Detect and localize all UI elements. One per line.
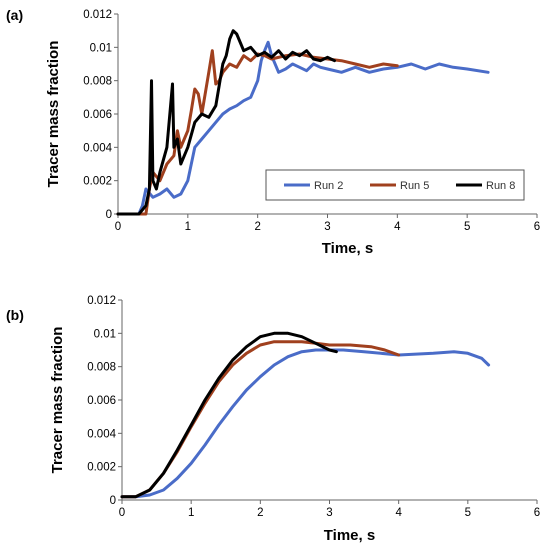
y-tick-label: 0	[110, 495, 116, 507]
x-tick-label: 0	[115, 221, 121, 233]
series-line-run-2	[120, 348, 491, 499]
series-line-run-5	[116, 49, 399, 216]
x-tick-label: 2	[257, 507, 263, 519]
x-tick-label: 3	[326, 507, 332, 519]
y-tick-label: 0.004	[83, 142, 112, 154]
x-tick-label: 5	[464, 221, 470, 233]
x-tick-label: 2	[254, 221, 260, 233]
y-axis-label: Tracer mass fraction	[45, 41, 62, 188]
legend-entry: Run 5	[400, 180, 429, 192]
x-axis-label: Time, s	[324, 527, 375, 544]
x-tick-label: 3	[324, 221, 330, 233]
y-tick-label: 0.002	[87, 462, 116, 474]
x-tick-label: 4	[395, 507, 402, 519]
panel-label: (b)	[6, 307, 24, 323]
y-tick-label: 0.006	[83, 109, 112, 121]
y-tick-label: 0.008	[87, 362, 116, 374]
y-tick-label: 0.01	[94, 328, 116, 340]
x-tick-label: 1	[185, 221, 191, 233]
legend: Run 2 Run 5 Run 8	[265, 169, 525, 201]
series-line-run-8	[116, 29, 336, 216]
x-tick-label: 0	[119, 507, 125, 519]
x-tick-label: 4	[394, 221, 401, 233]
panel-label: (a)	[6, 7, 23, 23]
y-tick-label: 0.004	[87, 428, 116, 440]
x-tick-label: 6	[534, 507, 540, 519]
y-tick-label: 0.01	[90, 42, 112, 54]
y-tick-label: 0.012	[87, 295, 116, 307]
y-tick-label: 0.012	[83, 9, 112, 21]
legend-entry: Run 8	[486, 180, 515, 192]
y-axis-label: Tracer mass fraction	[49, 327, 66, 474]
y-tick-label: 0.006	[87, 395, 116, 407]
x-axis-label: Time, s	[322, 240, 373, 257]
x-tick-label: 1	[188, 507, 194, 519]
x-tick-label: 6	[534, 221, 540, 233]
chart-panel-1: (a) 0 0.002 0.004 0.006 0.008 0.01 0.012 0 1 2 3 4 5 6…	[6, 7, 540, 257]
chart-panel-2: (b) 0 0.002 0.004 0.006 0.008 0.01 0.012 0 1 2 3 4 5 6…	[6, 295, 540, 544]
x-tick-label: 5	[465, 507, 471, 519]
y-tick-label: 0.002	[83, 176, 112, 188]
legend-entry: Run 2	[314, 180, 343, 192]
series-line-run-8	[120, 331, 338, 499]
y-tick-label: 0.008	[83, 76, 112, 88]
y-tick-label: 0	[106, 209, 112, 221]
